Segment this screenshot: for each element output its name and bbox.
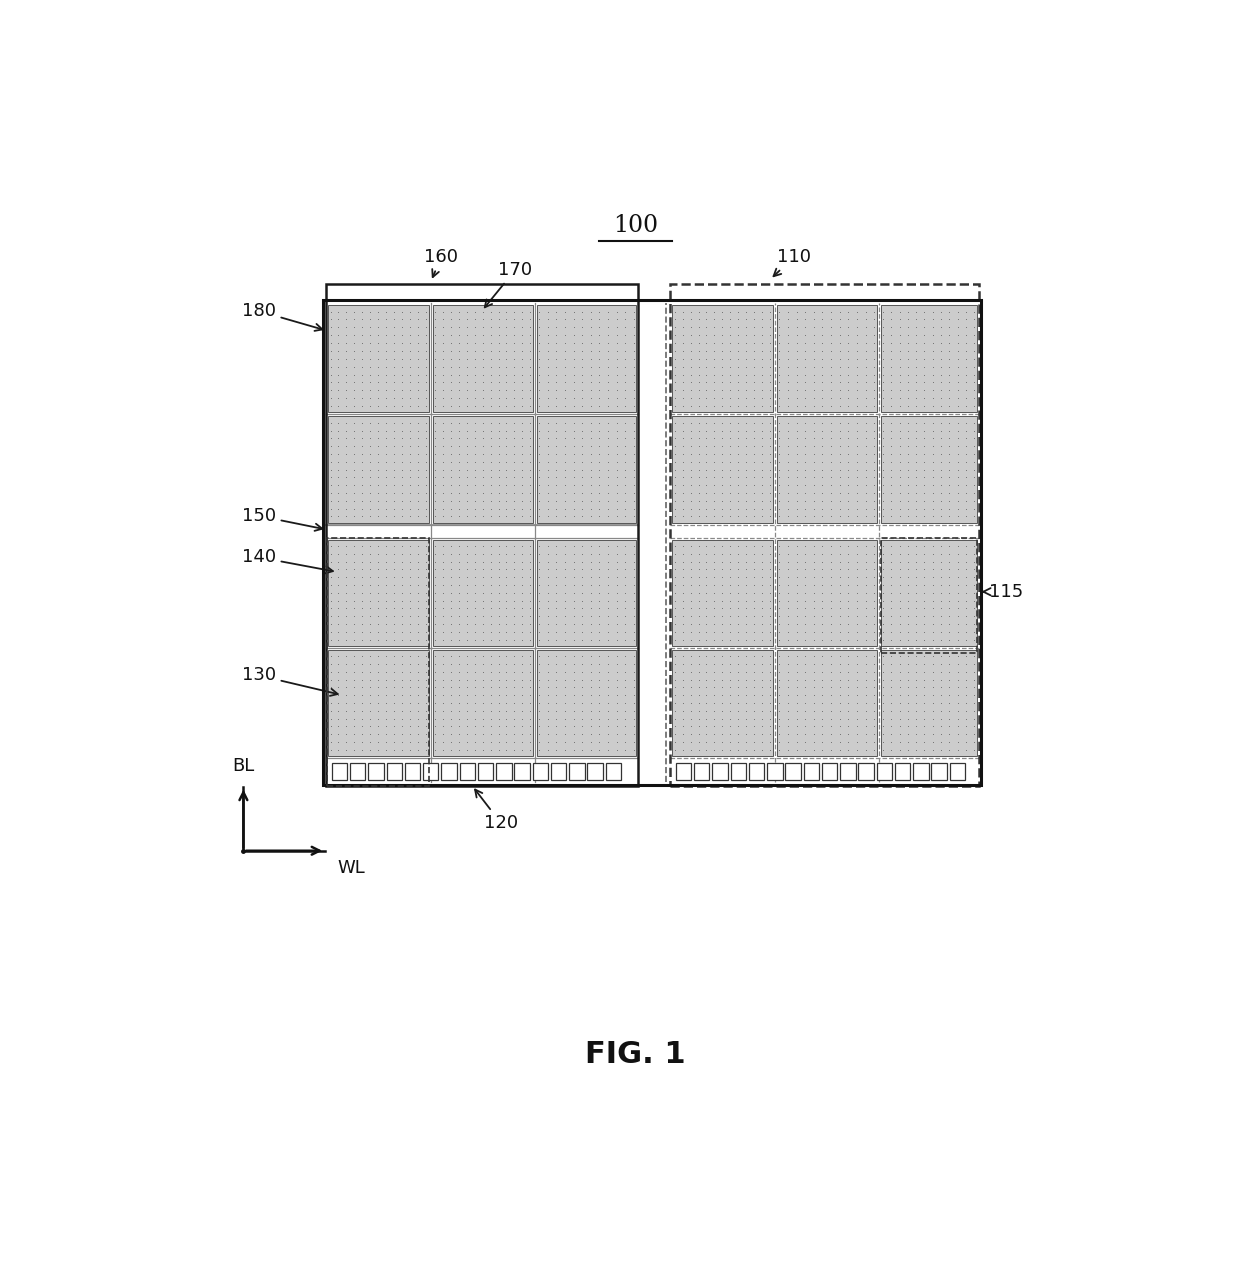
- Bar: [326, 284, 639, 785]
- Bar: [694, 764, 709, 780]
- Bar: [605, 764, 621, 780]
- Bar: [327, 540, 429, 646]
- Text: 110: 110: [774, 248, 811, 276]
- Bar: [423, 764, 439, 780]
- Bar: [822, 764, 837, 780]
- Text: 160: 160: [424, 248, 459, 278]
- Bar: [858, 764, 874, 780]
- Text: 120: 120: [475, 789, 518, 833]
- Bar: [877, 764, 892, 780]
- Bar: [880, 417, 977, 523]
- Bar: [749, 764, 764, 780]
- Bar: [327, 306, 429, 413]
- Bar: [672, 650, 773, 756]
- Bar: [672, 417, 773, 523]
- Bar: [776, 417, 877, 523]
- Bar: [460, 764, 475, 780]
- Bar: [537, 540, 636, 646]
- Bar: [404, 764, 420, 780]
- Bar: [676, 764, 691, 780]
- Text: 100: 100: [613, 214, 658, 237]
- Bar: [841, 764, 856, 780]
- Bar: [672, 306, 773, 413]
- Bar: [477, 764, 494, 780]
- Bar: [569, 764, 584, 780]
- Text: 170: 170: [485, 261, 532, 307]
- Bar: [350, 764, 366, 780]
- Bar: [785, 764, 801, 780]
- Bar: [515, 764, 529, 780]
- Bar: [368, 764, 383, 780]
- Bar: [433, 540, 533, 646]
- Bar: [533, 764, 548, 780]
- Bar: [332, 764, 347, 780]
- Bar: [880, 540, 977, 646]
- Bar: [768, 764, 782, 780]
- Bar: [670, 284, 978, 785]
- Bar: [327, 650, 429, 756]
- Bar: [496, 764, 512, 780]
- Bar: [880, 650, 977, 756]
- Bar: [880, 537, 977, 652]
- Bar: [913, 764, 929, 780]
- Bar: [537, 417, 636, 523]
- Bar: [387, 764, 402, 780]
- Bar: [537, 650, 636, 756]
- Bar: [537, 306, 636, 413]
- Bar: [950, 764, 965, 780]
- Text: 150: 150: [242, 506, 322, 531]
- Bar: [895, 764, 910, 780]
- Bar: [804, 764, 820, 780]
- Bar: [730, 764, 746, 780]
- Bar: [324, 301, 981, 785]
- Bar: [441, 764, 456, 780]
- Bar: [327, 417, 429, 523]
- Text: 140: 140: [242, 549, 332, 573]
- Text: 115: 115: [983, 583, 1023, 601]
- Bar: [931, 764, 947, 780]
- Bar: [551, 764, 567, 780]
- Bar: [776, 540, 877, 646]
- Text: 180: 180: [242, 302, 322, 331]
- Bar: [776, 650, 877, 756]
- Bar: [588, 764, 603, 780]
- Bar: [713, 764, 728, 780]
- Text: FIG. 1: FIG. 1: [585, 1040, 686, 1069]
- Bar: [433, 417, 533, 523]
- Bar: [433, 306, 533, 413]
- Bar: [776, 306, 877, 413]
- Text: BL: BL: [232, 757, 254, 775]
- Text: 130: 130: [242, 666, 337, 696]
- Text: WL: WL: [337, 859, 366, 877]
- Bar: [433, 650, 533, 756]
- Bar: [672, 540, 773, 646]
- Bar: [327, 537, 429, 785]
- Bar: [880, 306, 977, 413]
